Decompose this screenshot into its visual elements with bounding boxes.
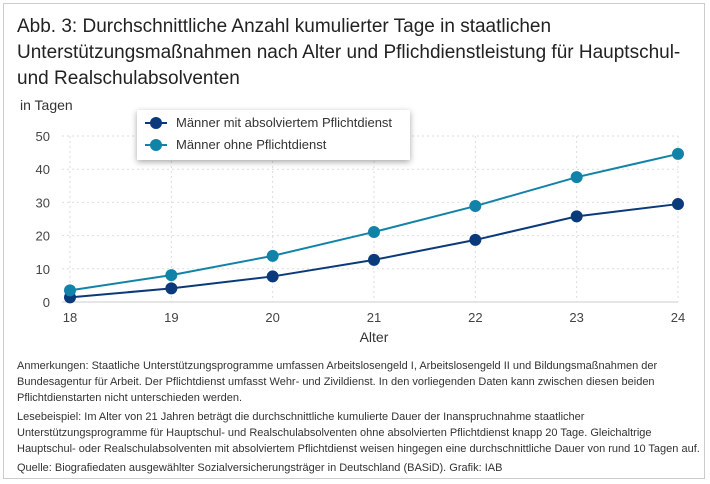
y-tick-label: 0 — [43, 295, 50, 310]
y-tick-label: 10 — [36, 262, 50, 277]
data-point — [672, 147, 684, 160]
series-line-0 — [69, 203, 679, 299]
x-tick-label: 24 — [671, 310, 685, 325]
data-point — [368, 253, 380, 266]
x-axis-label: Alter — [360, 329, 389, 345]
data-point — [266, 249, 279, 262]
legend-marker-icon — [145, 135, 167, 155]
chart-title: Abb. 3: Durchschnittliche Anzahl kumulie… — [17, 16, 681, 89]
y-tick-label: 50 — [36, 129, 50, 144]
legend-marker-icon — [145, 113, 167, 133]
y-axis-unit: in Tagen — [20, 97, 73, 113]
data-point — [469, 200, 482, 213]
data-point — [570, 171, 583, 184]
y-tick-label: 30 — [36, 195, 50, 210]
x-tick-label: 19 — [164, 310, 178, 325]
data-point — [368, 225, 380, 238]
data-point — [64, 284, 76, 297]
legend-item-without-service: Männer ohne Pflichtdienst — [145, 135, 326, 155]
line-chart: in Tagen 0 10 20 30 40 50 18 19 20 21 22 23 24 Alter — [20, 97, 685, 345]
data-point — [165, 269, 178, 282]
data-point — [165, 282, 178, 295]
x-tick-label: 23 — [569, 310, 583, 325]
legend: Männer mit absolviertem Pflichtdienst Mä… — [137, 110, 410, 160]
legend-item-with-service: Männer mit absolviertem Pflichtdienst — [145, 113, 392, 133]
data-point — [672, 198, 684, 211]
x-tick-label: 22 — [468, 310, 482, 325]
note-remarks: Anmerkungen: Staatliche Unterstützungspr… — [17, 360, 658, 404]
note-reading-example: Lesebeispiel: Im Alter von 21 Jahren bet… — [17, 411, 700, 455]
legend-label: Männer ohne Pflichtdienst — [176, 137, 327, 152]
data-point — [469, 233, 482, 246]
chart-card — [3, 3, 705, 479]
y-tick-label: 40 — [36, 162, 50, 177]
data-point — [266, 270, 279, 283]
x-tick-label: 21 — [367, 310, 381, 325]
y-tick-label: 20 — [36, 229, 50, 244]
chart-notes: Anmerkungen: Staatliche Unterstützungspr… — [17, 358, 702, 479]
x-tick-label: 18 — [63, 310, 77, 325]
data-point — [570, 210, 583, 223]
legend-label: Männer mit absolviertem Pflichtdienst — [176, 115, 393, 130]
note-source: Quelle: Biografiedaten ausgewählter Sozi… — [17, 462, 503, 474]
x-tick-label: 20 — [265, 310, 279, 325]
